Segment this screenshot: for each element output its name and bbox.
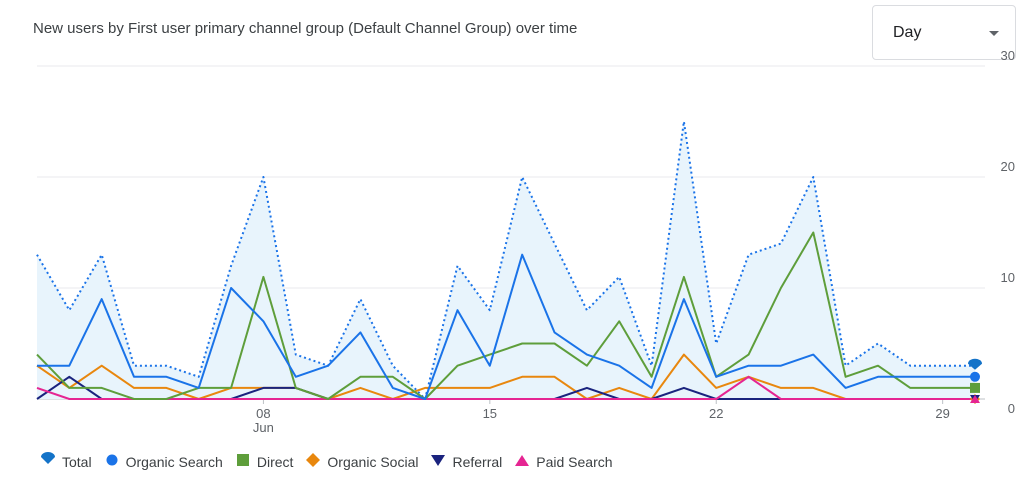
legend-label: Direct	[256, 453, 294, 470]
legend-label: Organic Social	[327, 453, 419, 470]
y-tick-label: 0	[1008, 401, 1015, 416]
series-line-total	[36, 120, 975, 400]
series-line-paid-search	[36, 375, 975, 400]
legend-marker-icon	[514, 452, 536, 471]
series-line-organic-social	[36, 353, 975, 400]
x-tick-label: 15	[483, 406, 497, 421]
legend-item-total[interactable]: Total	[40, 452, 92, 471]
legend-item-paid-search[interactable]: Paid Search	[514, 452, 613, 471]
legend-marker-icon	[305, 452, 327, 471]
legend-label: Referral	[452, 453, 503, 470]
chevron-down-icon	[989, 31, 999, 36]
period-dropdown[interactable]: Day	[872, 5, 1016, 60]
legend-marker-icon	[40, 452, 62, 471]
y-tick-label: 20	[1001, 159, 1015, 174]
legend-marker-icon	[430, 452, 452, 471]
period-dropdown-value: Day	[893, 24, 922, 41]
series-area-total	[37, 121, 975, 399]
legend-marker-icon	[235, 452, 257, 471]
end-marker-direct	[970, 382, 980, 393]
end-marker-organic-search	[970, 371, 980, 382]
legend-marker-icon	[104, 452, 126, 471]
y-tick-label: 10	[1001, 270, 1015, 285]
legend-item-organic-social[interactable]: Organic Social	[305, 452, 418, 471]
series-line-direct	[36, 231, 975, 400]
x-tick-label: 29	[935, 406, 949, 421]
x-tick-sublabel: Jun	[253, 420, 274, 435]
x-tick-label: 08	[256, 406, 270, 421]
chart-title: New users by First user primary channel …	[33, 20, 578, 37]
end-marker-total	[968, 358, 982, 370]
chart-legend: Total Organic Search Direct Organic Social R…	[40, 452, 625, 471]
legend-label: Total	[62, 453, 92, 470]
legend-item-referral[interactable]: Referral	[430, 452, 502, 471]
legend-label: Organic Search	[125, 453, 223, 470]
legend-item-direct[interactable]: Direct	[235, 452, 294, 471]
x-tick-label: 22	[709, 406, 723, 421]
legend-label: Paid Search	[536, 453, 613, 470]
legend-item-organic-search[interactable]: Organic Search	[104, 452, 223, 471]
end-marker-paid-search	[970, 395, 980, 403]
series-line-organic-search	[37, 253, 975, 400]
y-tick-label: 30	[1001, 48, 1015, 63]
